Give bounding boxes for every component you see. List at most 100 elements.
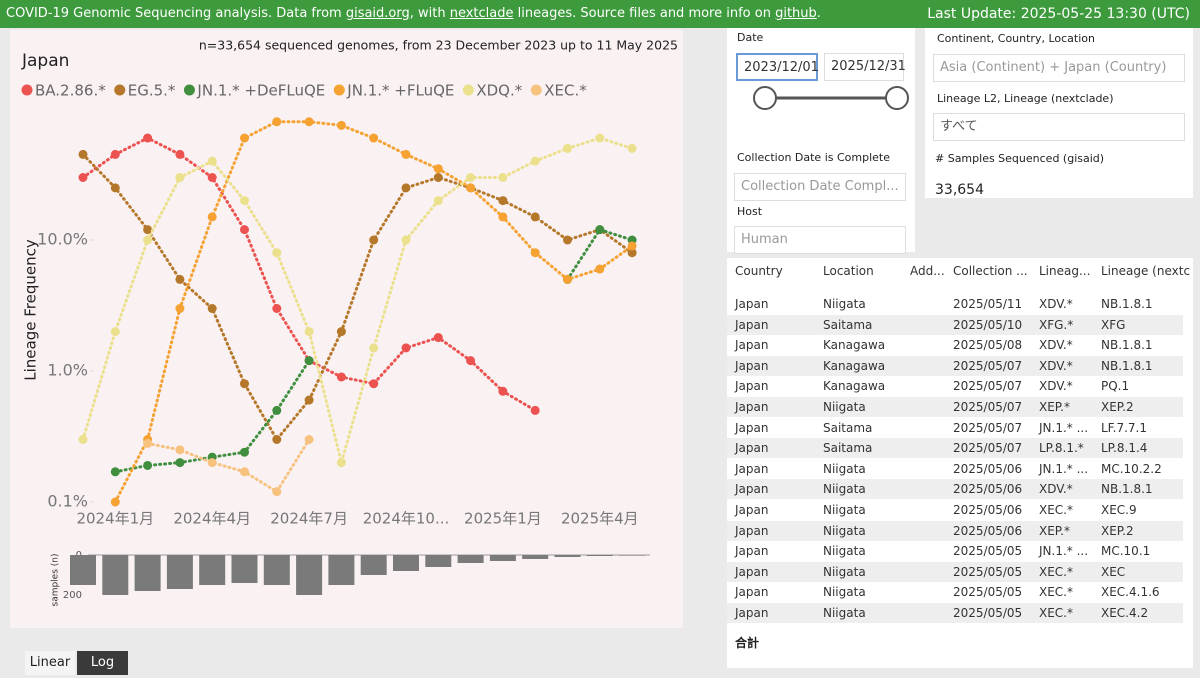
table-cell: 2025/05/08 (953, 338, 1023, 353)
data-point (369, 235, 379, 245)
link[interactable]: github (775, 6, 817, 21)
bar (554, 555, 581, 557)
link[interactable]: nextclade (449, 6, 514, 21)
data-point (175, 303, 185, 313)
table-cell: Japan (735, 585, 769, 600)
table-row: Japan Niigata 2025/05/05 XEC.* XEC.4.1.6 (727, 582, 1183, 603)
data-point (110, 497, 120, 507)
table-cell: Niigata (823, 564, 866, 579)
data-point (240, 196, 249, 206)
data-point (110, 467, 120, 477)
table-cell: 2025/05/07 (953, 400, 1023, 414)
column-header: Lineag... (1039, 264, 1091, 278)
slider-handle[interactable] (885, 86, 909, 110)
table-cell: XEC.4.1.6 (1101, 585, 1160, 600)
link[interactable]: gisaid.org (345, 6, 410, 21)
data-point (401, 343, 411, 353)
y-tick-label: 200 (63, 590, 82, 601)
table-cell: Japan (735, 544, 769, 559)
table-cell: 2025/05/05 (953, 585, 1023, 600)
table-cell: Niigata (823, 606, 866, 620)
table-row: Japan Saitama 2025/05/07 JN.1.* ... LF.7.7.1 (727, 417, 1183, 438)
table-cell: 2025/05/05 (953, 544, 1023, 559)
series-line (146, 437, 311, 494)
data-point (595, 225, 605, 235)
data-point (530, 212, 540, 222)
data-point (272, 434, 282, 444)
chart-subtitle: n=33,654 sequenced genomes, from 23 Dece… (199, 38, 678, 53)
data-point (207, 458, 217, 468)
table-cell: 2025/05/07 (953, 379, 1023, 394)
table-cell: XEP.2 (1101, 400, 1134, 414)
table-cell: NB.1.8.1 (1101, 358, 1153, 373)
y-axis-label: samples (n) (51, 554, 61, 607)
series-line (113, 120, 634, 504)
table-cell: Niigata (823, 297, 866, 311)
dropdown[interactable]: Human (734, 226, 906, 254)
legend-marker (333, 84, 345, 96)
data-point (272, 117, 282, 127)
y-tick-label: 1.0% (47, 361, 88, 380)
data-point (498, 172, 508, 182)
data-point (595, 264, 605, 274)
table-cell: 2025/05/07 (953, 441, 1023, 456)
data-point (143, 133, 153, 143)
data-point (272, 405, 282, 415)
bar (166, 555, 193, 589)
table-cell: NB.1.8.1 (1101, 482, 1153, 497)
table-cell: Japan (735, 358, 769, 373)
table-cell: XEP.2 (1101, 523, 1134, 538)
table-cell: Kanagawa (823, 358, 886, 373)
chart-title: Japan (21, 51, 69, 71)
table-cell: XFG.* (1039, 317, 1074, 332)
table-row: Japan Saitama 2025/05/10 XFG.* XFG (727, 314, 1183, 335)
last-update: Last Update: 2025-05-25 13:30 (UTC) (927, 6, 1190, 22)
bar (489, 555, 516, 561)
dropdown[interactable]: Asia (Continent) + Japan (Country) (933, 54, 1185, 82)
data-point (369, 343, 379, 353)
table-cell: Japan (735, 564, 769, 579)
table-cell: Japan (735, 441, 769, 456)
data-point (240, 133, 249, 143)
filter-panel: Continent, Country, Location Asia (Conti… (925, 28, 1193, 198)
toggle-button[interactable]: Log (77, 651, 128, 675)
dropdown[interactable]: Collection Date Compl... (734, 173, 906, 201)
data-point (304, 434, 314, 444)
data-point (498, 196, 508, 206)
data-point (401, 235, 411, 245)
data-point (498, 212, 508, 222)
table-cell: 2025/05/11 (953, 297, 1023, 311)
chart: Japan n=33,654 sequenced genomes, from 2… (10, 30, 683, 628)
data-point (336, 327, 346, 337)
header-text: , with (409, 6, 450, 21)
slider-handle[interactable] (753, 86, 777, 110)
filter-label: Continent, Country, Location (937, 32, 1095, 45)
table-row: Japan Kanagawa 2025/05/07 XDV.* PQ.1 (727, 376, 1183, 397)
table-cell: Saitama (823, 317, 873, 332)
data-point (563, 274, 572, 284)
data-point (433, 164, 443, 174)
table-cell: JN.1.* ... (1039, 544, 1089, 559)
bar (425, 555, 452, 567)
table-row: Japan Saitama 2025/05/07 LP.8.1.* LP.8.1.4 (727, 438, 1183, 459)
table-cell: Japan (735, 297, 769, 311)
table-cell: PQ.1 (1101, 379, 1130, 394)
data-point (143, 225, 153, 235)
dropdown[interactable]: すべて (933, 113, 1185, 141)
filter-label: Host (737, 205, 763, 218)
table-cell: 2025/05/06 (953, 461, 1023, 476)
samples-value: 33,654 (935, 182, 984, 198)
date-slider[interactable] (747, 83, 915, 115)
table-cell: Niigata (823, 482, 866, 497)
date-start[interactable]: 2023/12/01 (736, 53, 819, 81)
table-cell: JN.1.* ... (1039, 461, 1089, 476)
table-cell: XDV.* (1039, 338, 1073, 353)
date-end[interactable]: 2025/12/31 (824, 53, 906, 81)
x-tick-label: 2024年4月 (173, 510, 251, 528)
table-cell: Japan (735, 523, 769, 538)
toggle-button[interactable]: Linear (25, 651, 75, 675)
column-header: Add... (910, 264, 945, 278)
data-point (240, 447, 249, 457)
bar (199, 555, 226, 585)
data-point (78, 149, 88, 159)
